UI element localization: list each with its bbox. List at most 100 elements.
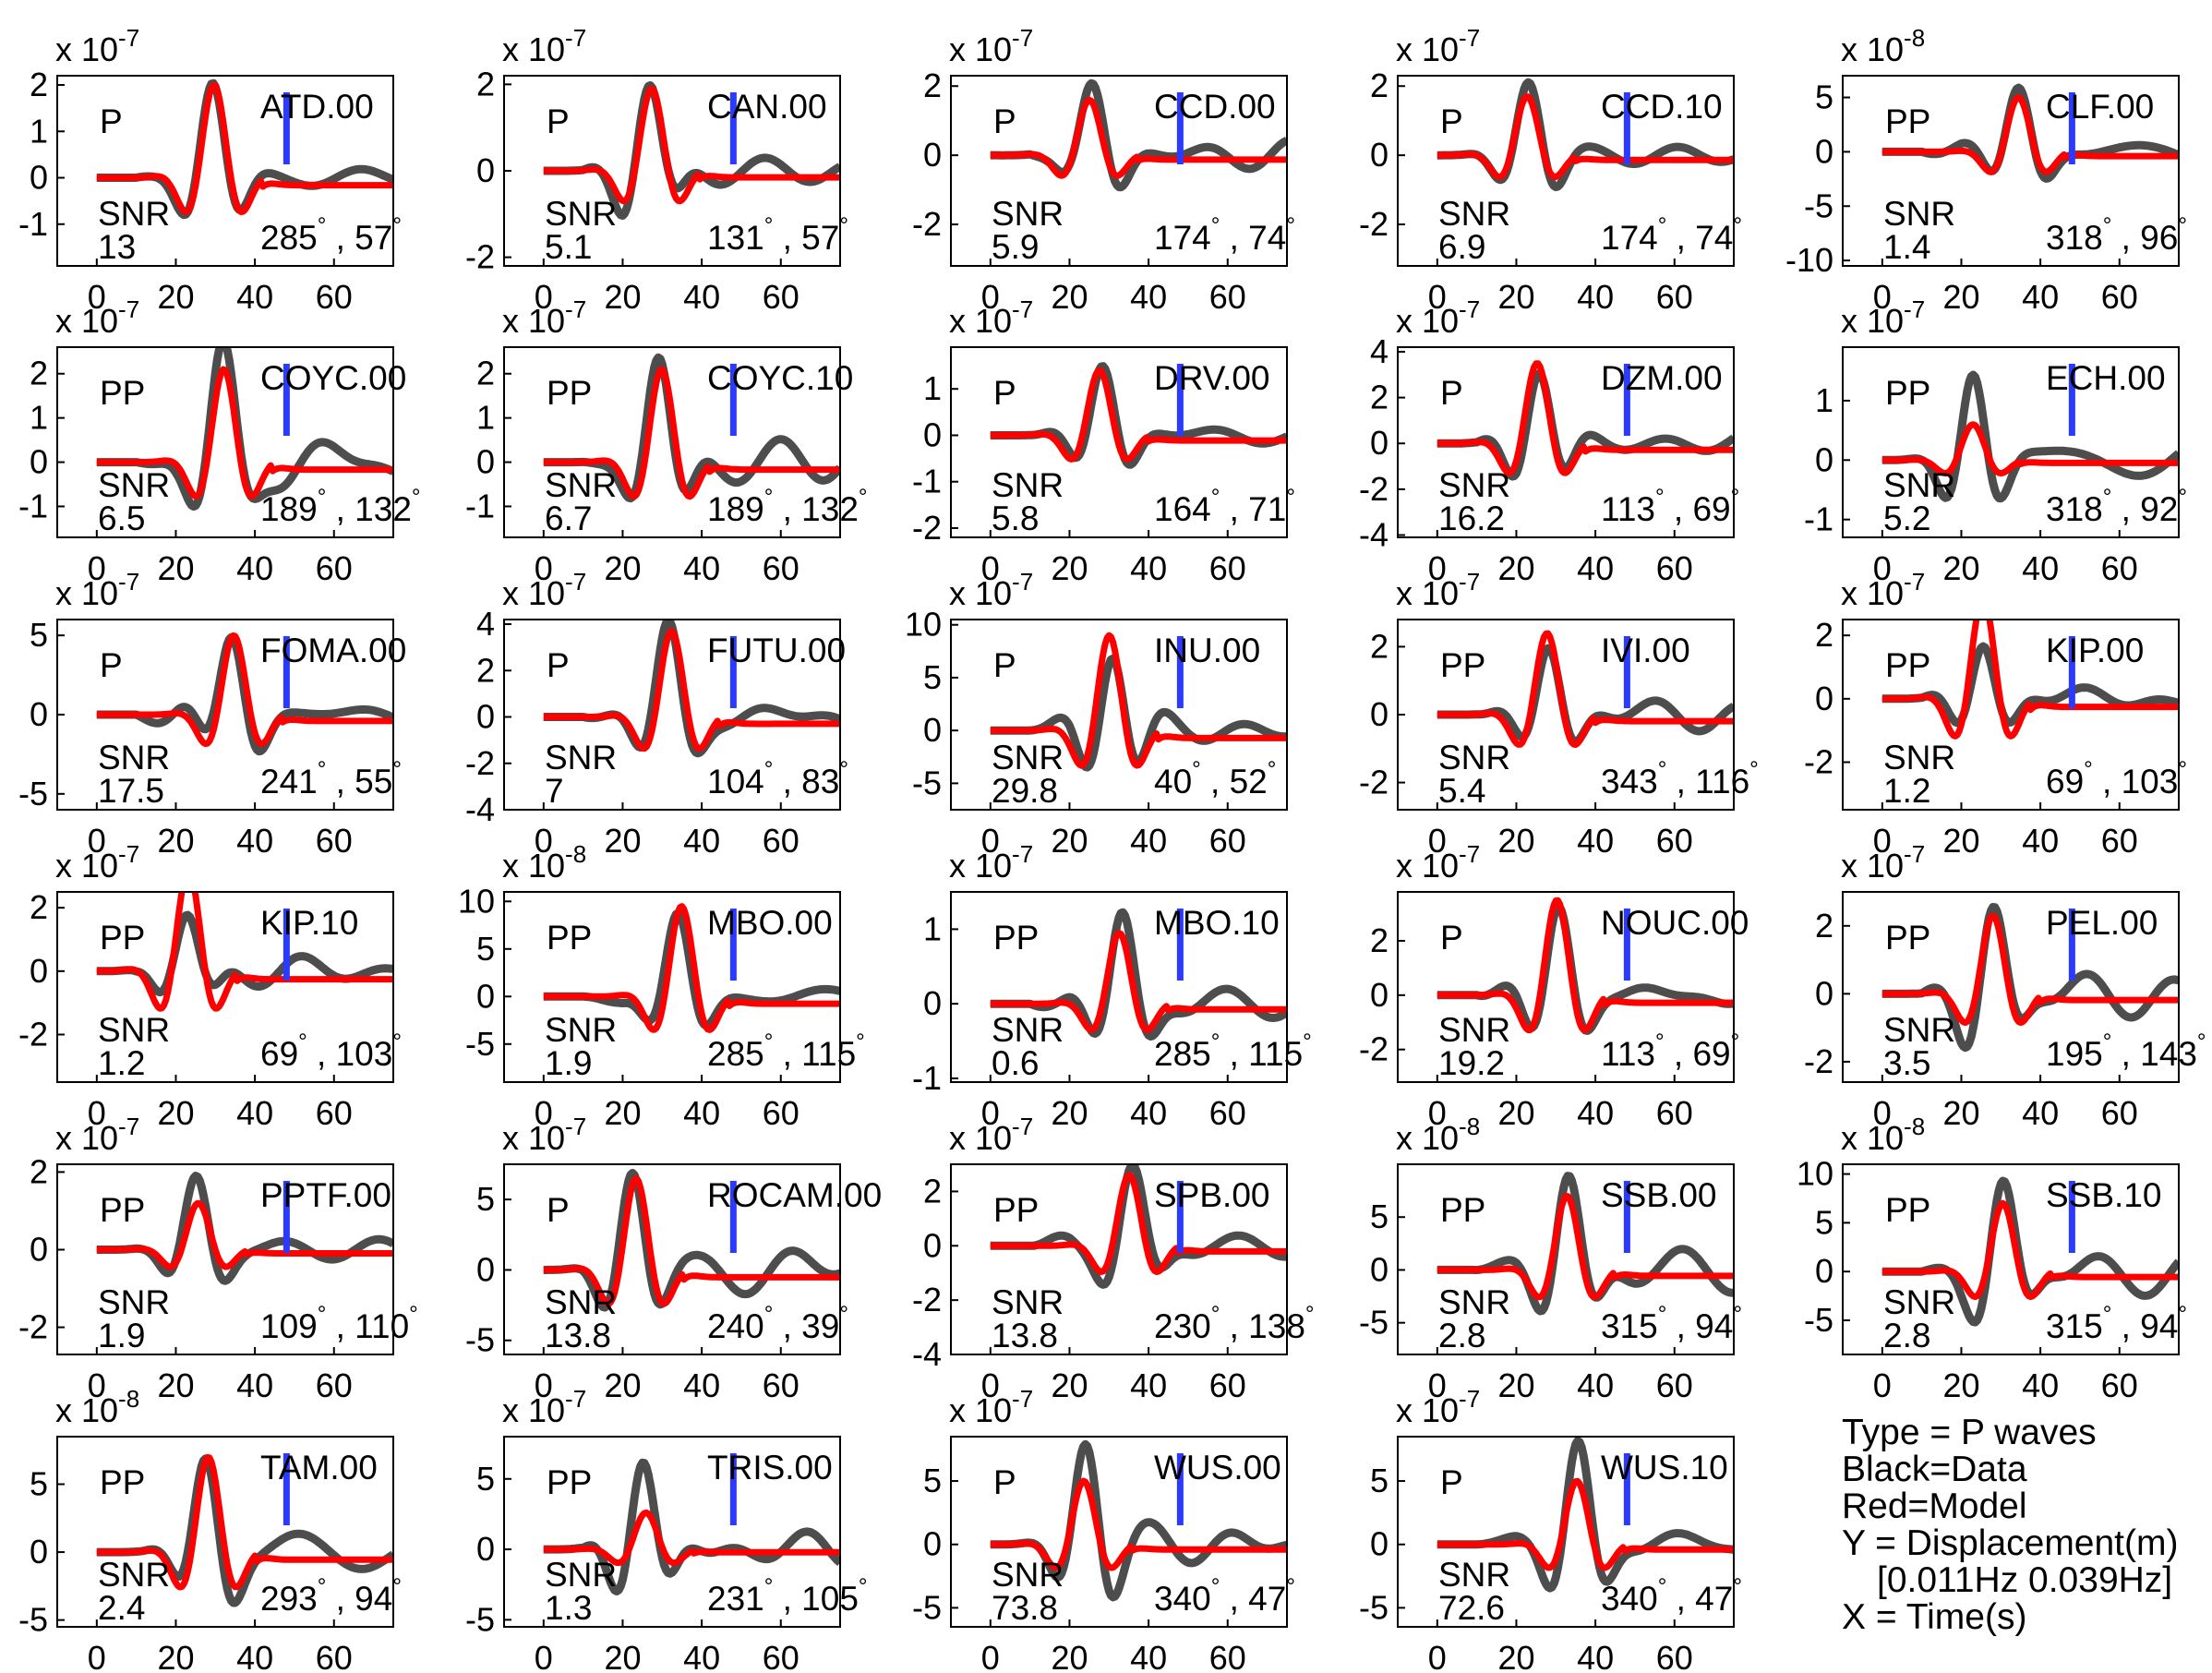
snr-label: SNR — [545, 1011, 617, 1049]
x-tick-label: 40 — [1130, 1366, 1167, 1404]
snr-value: 5.9 — [992, 228, 1039, 266]
y-tick-label: -5 — [1804, 1301, 1833, 1339]
exponent-label: x 10-8 — [55, 1385, 139, 1429]
station-label: ROCAM.00 — [707, 1176, 882, 1214]
snr-label: SNR — [98, 1011, 170, 1049]
azimuth-distance-label: 69° , 103° — [2046, 757, 2187, 800]
exponent-label: x 10-7 — [502, 568, 586, 612]
phase-label: PP — [993, 919, 1039, 957]
y-tick-label: -5 — [18, 775, 48, 812]
exponent-label: x 10-7 — [1841, 568, 1925, 612]
snr-label: SNR — [992, 1283, 1064, 1321]
x-tick-label: 0 — [535, 1639, 553, 1673]
phase-label: PP — [100, 1191, 145, 1229]
x-tick-label: 40 — [683, 549, 720, 587]
x-tick-label: 60 — [763, 549, 799, 587]
snr-label: SNR — [992, 195, 1064, 233]
y-tick-label: 0 — [1815, 1252, 1833, 1290]
axes-frame — [1397, 891, 1735, 1083]
x-tick-label: 60 — [316, 1366, 353, 1404]
x-tick-label: 40 — [1577, 1366, 1614, 1404]
exponent-label: x 10-7 — [1841, 840, 1925, 885]
x-tick-label: 20 — [1497, 1639, 1534, 1673]
x-tick-label: 40 — [2022, 278, 2059, 316]
x-tick-label: 20 — [1497, 1094, 1534, 1132]
y-tick-label: -2 — [912, 1281, 942, 1318]
legend-y-axis: Y = Displacement(m) — [1842, 1523, 2179, 1563]
model-trace — [542, 628, 840, 752]
snr-label: SNR — [1883, 1283, 1955, 1321]
y-tick-label: -5 — [1804, 187, 1833, 224]
phase-label: P — [993, 646, 1016, 684]
snr-label: SNR — [1438, 466, 1510, 504]
snr-value: 7 — [545, 772, 564, 810]
x-tick-label: 40 — [683, 1366, 720, 1404]
snr-label: SNR — [992, 1556, 1064, 1594]
x-tick-label: 60 — [316, 1639, 353, 1673]
x-tick-label: 40 — [1577, 1639, 1614, 1673]
y-tick-label: 4 — [1370, 332, 1389, 370]
phase-label: P — [547, 102, 570, 140]
y-tick-label: 5 — [30, 616, 48, 654]
azimuth-distance-label: 285° , 115° — [1154, 1029, 1312, 1073]
legend-x-axis: X = Time(s) — [1842, 1597, 2027, 1637]
x-tick-label: 0 — [1873, 549, 1892, 587]
snr-value: 3.5 — [1883, 1044, 1930, 1082]
y-tick-label: 0 — [30, 695, 48, 733]
model-trace — [989, 96, 1287, 179]
snr-value: 5.8 — [992, 499, 1039, 537]
x-tick-label: 20 — [157, 1094, 194, 1132]
model-trace — [1436, 360, 1734, 476]
axes-frame — [503, 346, 841, 538]
snr-label: SNR — [1883, 195, 1955, 233]
y-tick-label: 10 — [905, 606, 942, 644]
model-trace — [95, 632, 393, 748]
x-tick-label: 0 — [1873, 822, 1892, 860]
exponent-label: x 10-8 — [1396, 1113, 1480, 1157]
phase-label: P — [1440, 919, 1463, 957]
y-tick-label: -10 — [1785, 241, 1833, 279]
model-trace — [1881, 94, 2179, 175]
legend-type: Type = P waves — [1842, 1413, 2097, 1452]
x-tick-label: 60 — [1209, 278, 1246, 316]
y-tick-label: 2 — [1815, 616, 1833, 654]
y-tick-label: 0 — [923, 1525, 942, 1563]
x-tick-label: 20 — [1942, 1094, 1979, 1132]
phase-label: P — [1440, 102, 1463, 140]
model-trace — [542, 85, 840, 205]
station-label: SSB.10 — [2046, 1176, 2161, 1214]
snr-value: 19.2 — [1438, 1044, 1505, 1082]
station-label: MBO.10 — [1154, 904, 1280, 942]
y-tick-label: 0 — [1370, 424, 1389, 462]
x-tick-label: 60 — [1209, 1094, 1246, 1132]
x-tick-label: 0 — [1428, 1639, 1447, 1673]
station-label: CAN.00 — [707, 88, 827, 126]
snr-label: SNR — [1438, 1011, 1510, 1049]
x-tick-label: 40 — [1577, 549, 1614, 587]
x-tick-label: 40 — [683, 822, 720, 860]
axes-frame — [56, 346, 394, 538]
snr-label: SNR — [545, 466, 617, 504]
y-tick-label: 4 — [476, 605, 495, 643]
y-tick-label: 1 — [923, 909, 942, 947]
phase-label: P — [993, 1463, 1016, 1501]
y-tick-label: 0 — [476, 1250, 495, 1288]
x-tick-label: 60 — [2101, 1094, 2138, 1132]
x-tick-label: 20 — [1942, 549, 1979, 587]
x-tick-label: 60 — [316, 278, 353, 316]
x-tick-label: 20 — [604, 1366, 641, 1404]
azimuth-distance-label: 164° , 71° — [1154, 485, 1295, 528]
station-label: NOUC.00 — [1601, 904, 1749, 942]
y-tick-label: 0 — [1370, 976, 1389, 1014]
axes-frame — [1397, 1436, 1735, 1628]
azimuth-distance-label: 113° , 69° — [1601, 485, 1739, 528]
x-tick-label: 60 — [763, 278, 799, 316]
azimuth-distance-label: 131° , 57° — [707, 213, 848, 257]
station-label: ECH.00 — [2046, 359, 2166, 397]
